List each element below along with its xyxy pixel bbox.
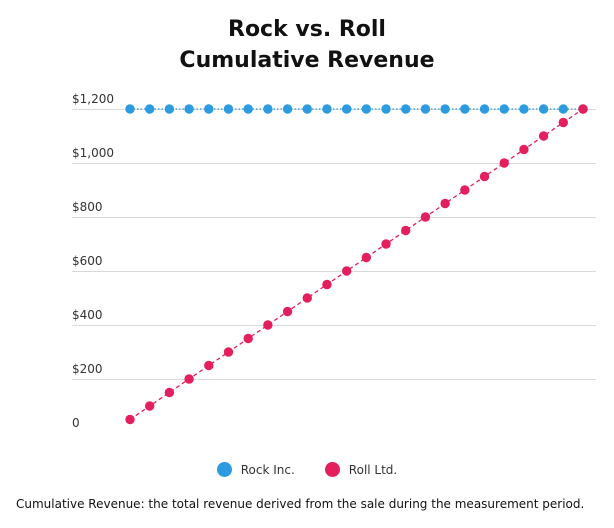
legend-marker-roll — [324, 462, 340, 477]
y-tick-label: $1,200 — [72, 92, 114, 106]
data-point — [479, 104, 490, 114]
gridlines — [72, 109, 596, 380]
data-point — [420, 104, 431, 114]
legend-item-rock: Rock Inc. — [216, 462, 295, 477]
data-point — [243, 333, 253, 344]
data-point — [164, 387, 175, 398]
data-point — [125, 104, 135, 114]
data-point — [460, 185, 470, 195]
data-point — [361, 252, 372, 263]
chart-title-line-1: Rock vs. Roll — [228, 17, 386, 42]
series-layer — [125, 104, 588, 425]
data-point — [578, 104, 588, 114]
data-point — [361, 104, 372, 114]
data-point — [479, 171, 490, 182]
data-point — [243, 104, 253, 114]
data-point — [282, 104, 293, 114]
data-point — [322, 104, 332, 114]
footnote-term: Cumulative Revenue — [16, 497, 141, 511]
data-point — [223, 104, 234, 114]
data-point — [538, 104, 549, 114]
data-point — [381, 104, 391, 114]
y-tick-label: 0 — [72, 416, 80, 430]
data-point — [223, 347, 234, 357]
y-tick-label: $400 — [72, 308, 103, 322]
y-tick-label: $800 — [72, 200, 103, 214]
legend: Rock Inc. Roll Ltd. — [0, 462, 614, 477]
data-point — [401, 104, 411, 114]
legend-marker-rock — [216, 462, 232, 477]
data-point — [125, 414, 135, 425]
chart-title: Rock vs. Roll Cumulative Revenue — [0, 14, 614, 76]
series-line — [129, 108, 584, 421]
data-point — [558, 117, 569, 128]
y-axis-tick-labels: 0 $200 $400 $600 $800 $1,000 $1,200 — [72, 92, 114, 430]
data-point — [263, 104, 273, 114]
data-point — [144, 104, 155, 114]
data-point — [204, 104, 214, 114]
footnote: Cumulative Revenue: the total revenue de… — [16, 497, 584, 511]
footnote-definition: : the total revenue derived from the sal… — [140, 497, 585, 511]
data-point — [184, 104, 194, 114]
y-tick-label: $200 — [72, 362, 103, 376]
data-point — [302, 104, 312, 114]
data-point — [460, 104, 470, 114]
data-point — [499, 104, 509, 114]
data-point — [184, 374, 194, 384]
data-point — [263, 320, 273, 330]
data-point — [519, 144, 529, 155]
data-point — [420, 212, 431, 222]
data-point — [144, 401, 155, 411]
legend-item-roll: Roll Ltd. — [324, 462, 398, 477]
data-point — [558, 104, 569, 114]
chart-title-line-2: Cumulative Revenue — [179, 48, 435, 73]
data-point — [164, 104, 175, 114]
legend-label-rock: Rock Inc. — [240, 462, 295, 477]
data-point — [322, 279, 332, 290]
data-point — [381, 239, 391, 249]
data-point — [499, 158, 509, 168]
data-point — [440, 198, 450, 209]
y-tick-label: $1,000 — [72, 146, 114, 160]
data-point — [341, 266, 352, 276]
data-point — [538, 131, 549, 141]
data-point — [341, 104, 352, 114]
data-point — [282, 306, 293, 317]
data-point — [204, 360, 214, 371]
data-point — [440, 104, 450, 114]
y-tick-label: $600 — [72, 254, 103, 268]
data-point — [519, 104, 529, 114]
legend-label-roll: Roll Ltd. — [348, 462, 398, 477]
data-point — [401, 225, 411, 236]
data-point — [302, 293, 312, 303]
